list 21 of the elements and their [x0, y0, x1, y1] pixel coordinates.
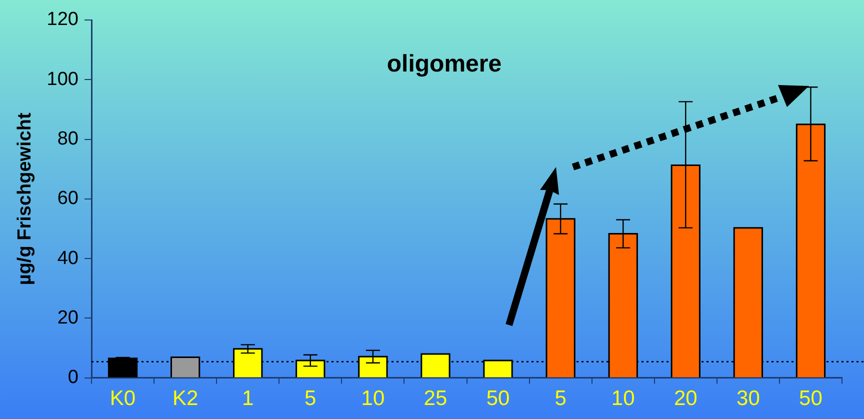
x-tick-label: 50 [486, 387, 510, 410]
x-tick-label: 20 [674, 387, 698, 410]
x-tick-label: 5 [304, 387, 316, 410]
y-tick-label: 120 [46, 9, 78, 30]
x-tick-label: 25 [424, 387, 448, 410]
y-tick-label: 60 [57, 188, 78, 210]
text: oligomere [386, 50, 502, 78]
x-tick-label: K0 [110, 387, 136, 410]
y-tick-label: 80 [57, 128, 78, 150]
x-tick-label: K2 [172, 387, 198, 410]
y-tick-label: 0 [68, 367, 78, 388]
y-tick-label: 100 [46, 68, 78, 90]
x-tick-label: 50 [799, 387, 822, 410]
x-tick-label: 5 [554, 387, 566, 410]
x-tick-label: 10 [361, 387, 385, 410]
x-tick-label: 1 [242, 387, 254, 410]
x-tick-label: 30 [736, 387, 760, 410]
y-axis-title: µg/g Frischgewicht [14, 112, 36, 286]
y-tick-label: 20 [57, 307, 78, 328]
x-tick-label: 10 [611, 387, 635, 410]
y-tick-label: 40 [57, 248, 78, 269]
